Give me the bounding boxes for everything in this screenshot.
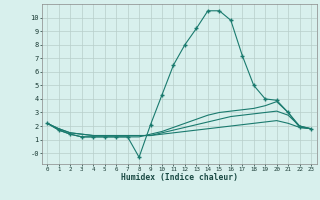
X-axis label: Humidex (Indice chaleur): Humidex (Indice chaleur)	[121, 173, 238, 182]
